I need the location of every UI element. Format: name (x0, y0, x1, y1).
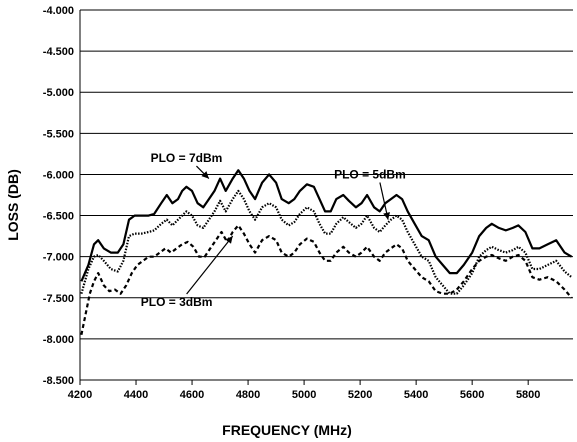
series-lines (80, 169, 573, 336)
x-tick-label: 4600 (180, 389, 204, 401)
y-tick-label: -6.500 (43, 211, 74, 223)
y-tick-label: -5.000 (43, 87, 74, 99)
x-tick-labels: 4200 4400 4600 4800 5000 5200 5400 5600 5800 (68, 389, 541, 401)
annotation-label-1: PLO = 7dBm (151, 151, 223, 165)
x-tick-label: 5600 (460, 389, 484, 401)
y-tick-labels: -4.000 -4.500 -5.000 -5.500 -6.000 -6.500 -7.0… (43, 5, 74, 387)
annotation-arrow-3 (186, 235, 234, 295)
annotation-label-3: PLO = 3dBm (141, 295, 213, 309)
y-tick-label: -4.000 (43, 5, 74, 17)
x-tick-label: 5200 (348, 389, 372, 401)
x-tick-label: 5000 (292, 389, 316, 401)
series-line-3 (80, 224, 573, 336)
annotation-label-2: PLO = 5dBm (334, 168, 406, 182)
annotation-arrowhead-1 (201, 171, 209, 179)
x-tick-label: 5800 (516, 389, 540, 401)
y-tick-label: -7.500 (43, 293, 74, 305)
y-axis-title: LOSS (DB) (5, 169, 21, 241)
x-axis-title: FREQUENCY (MHz) (222, 422, 352, 438)
y-tick-label: -4.500 (43, 46, 74, 58)
x-tick-label: 5400 (404, 389, 428, 401)
gridlines (80, 9, 573, 381)
x-tick-label: 4800 (236, 389, 260, 401)
annotations: PLO = 7dBm PLO = 5dBm PLO = 3dBm (141, 151, 406, 309)
y-tick-label: -6.000 (43, 169, 74, 181)
y-tick-label: -7.000 (43, 252, 74, 264)
annotation-arrowhead-2 (383, 212, 390, 220)
x-tick-label: 4200 (68, 389, 92, 401)
x-tick-label: 4400 (124, 389, 148, 401)
axes (79, 10, 573, 385)
y-tick-label: -5.500 (43, 128, 74, 140)
annotation-arrowhead-3 (225, 236, 233, 244)
y-tick-label: -8.000 (43, 334, 74, 346)
series-line-2 (80, 189, 573, 295)
series-line-1 (80, 169, 573, 282)
y-tick-label: -8.500 (43, 375, 74, 387)
